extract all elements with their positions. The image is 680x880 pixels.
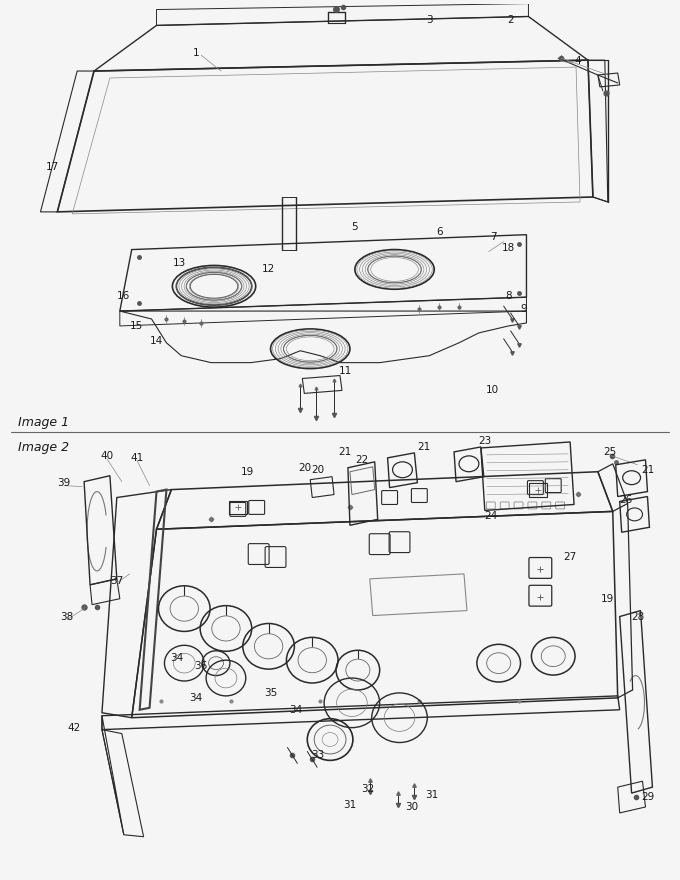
Text: 25: 25 bbox=[603, 447, 616, 457]
Text: Image 1: Image 1 bbox=[18, 415, 69, 429]
Text: 26: 26 bbox=[619, 495, 632, 504]
Text: 34: 34 bbox=[170, 653, 183, 664]
Text: 6: 6 bbox=[436, 227, 443, 237]
Text: 17: 17 bbox=[46, 162, 59, 172]
Text: 36: 36 bbox=[194, 661, 208, 671]
Text: 19: 19 bbox=[241, 466, 254, 477]
Text: 4: 4 bbox=[575, 56, 581, 66]
Text: 5: 5 bbox=[352, 222, 358, 231]
Text: 42: 42 bbox=[67, 722, 81, 733]
Text: 2: 2 bbox=[507, 16, 514, 26]
Text: 24: 24 bbox=[484, 511, 497, 521]
Text: 30: 30 bbox=[405, 802, 418, 812]
Text: 39: 39 bbox=[58, 478, 71, 488]
Text: 13: 13 bbox=[173, 259, 186, 268]
Text: 37: 37 bbox=[110, 576, 124, 586]
Text: 18: 18 bbox=[502, 243, 515, 253]
Text: 29: 29 bbox=[641, 792, 654, 802]
Text: 21: 21 bbox=[641, 465, 654, 474]
Text: 40: 40 bbox=[101, 451, 114, 461]
Text: 21: 21 bbox=[418, 442, 431, 452]
Text: 8: 8 bbox=[505, 291, 512, 301]
Text: 15: 15 bbox=[130, 321, 143, 331]
Text: 31: 31 bbox=[343, 800, 356, 810]
Text: 3: 3 bbox=[426, 16, 432, 26]
Text: 19: 19 bbox=[601, 594, 615, 604]
Text: 41: 41 bbox=[130, 453, 143, 463]
Text: 11: 11 bbox=[339, 365, 352, 376]
Text: 14: 14 bbox=[150, 336, 163, 346]
Text: 32: 32 bbox=[361, 784, 375, 794]
Text: 22: 22 bbox=[355, 455, 369, 465]
Text: 1: 1 bbox=[193, 48, 199, 58]
Text: 12: 12 bbox=[262, 264, 275, 275]
Text: 34: 34 bbox=[190, 693, 203, 703]
Text: 28: 28 bbox=[631, 612, 644, 621]
Text: 23: 23 bbox=[478, 436, 492, 446]
Text: 21: 21 bbox=[339, 447, 352, 457]
Text: 20: 20 bbox=[311, 465, 325, 474]
Text: 34: 34 bbox=[289, 705, 302, 715]
Text: 20: 20 bbox=[299, 463, 312, 473]
Text: 9: 9 bbox=[520, 304, 527, 314]
Text: 16: 16 bbox=[117, 291, 131, 301]
Text: 35: 35 bbox=[264, 688, 277, 698]
Text: 38: 38 bbox=[61, 612, 74, 621]
Text: 7: 7 bbox=[490, 231, 497, 242]
Text: 10: 10 bbox=[486, 385, 499, 395]
Text: 33: 33 bbox=[311, 751, 325, 760]
Text: Image 2: Image 2 bbox=[18, 442, 69, 454]
Text: 27: 27 bbox=[564, 552, 577, 562]
Text: 31: 31 bbox=[426, 790, 439, 800]
